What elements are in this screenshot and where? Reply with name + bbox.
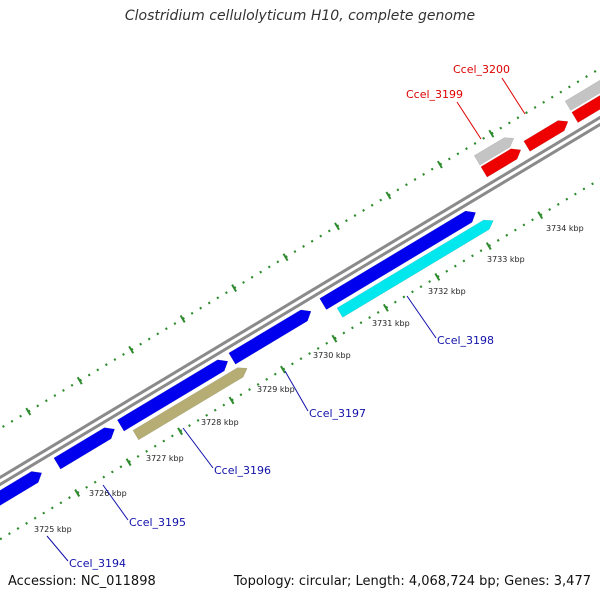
gene-arrow-ccel-3201-grey xyxy=(564,79,600,111)
major-tick-inner xyxy=(280,365,286,374)
gene-label-leader xyxy=(182,427,214,469)
gene-arrow-ccel-3196-blue xyxy=(116,359,229,432)
gene-arrow-ccel-3201 xyxy=(571,95,600,123)
backbone-line-inner xyxy=(0,122,600,487)
gene-label-leader xyxy=(284,370,309,412)
gene-label: Ccel_3198 xyxy=(437,334,494,347)
major-tick-outer xyxy=(436,160,443,169)
major-tick-outer xyxy=(25,407,32,416)
major-tick-outer xyxy=(488,129,495,138)
major-tick-outer xyxy=(385,191,392,200)
gene-arrow-ccel-3194 xyxy=(0,471,43,506)
scale-label: 3730 kbp xyxy=(313,351,351,360)
scale-label: 3734 kbp xyxy=(546,224,584,233)
gene-arrow-ccel-3195 xyxy=(53,427,115,470)
major-tick-inner xyxy=(74,489,81,497)
major-tick-outer xyxy=(282,253,289,262)
gene-label: Ccel_3194 xyxy=(69,557,126,570)
major-tick-inner xyxy=(485,242,492,250)
backbone-line-outer xyxy=(0,115,600,480)
major-tick-outer xyxy=(231,284,238,293)
scale-label: 3727 kbp xyxy=(146,454,184,463)
topology-stats: Topology: circular; Length: 4,068,724 bp… xyxy=(233,574,591,589)
accession-text: Accession: NC_011898 xyxy=(8,574,156,589)
major-tick-outer xyxy=(334,222,340,231)
major-tick-outer xyxy=(179,314,186,323)
scale-label: 3731 kbp xyxy=(372,319,410,328)
gene-label: Ccel_3199 xyxy=(406,88,463,101)
gene-label: Ccel_3200 xyxy=(453,63,510,76)
major-tick-outer xyxy=(76,376,83,385)
scale-label: 3732 kbp xyxy=(428,287,466,296)
gene-arrow-ccel-3200 xyxy=(523,120,569,152)
tick-row-outer xyxy=(0,67,600,430)
gene-arrow-ccel-3199-grey xyxy=(473,137,515,166)
major-tick-inner xyxy=(125,458,132,467)
gene-label-leader xyxy=(46,535,69,562)
tick-row-inner xyxy=(0,178,600,541)
gene-arrow-ccel-3197 xyxy=(228,309,312,365)
scale-label: 3726 kbp xyxy=(89,489,127,498)
gene-label-leader xyxy=(406,295,437,339)
gene-label: Ccel_3196 xyxy=(214,464,271,477)
major-tick-inner xyxy=(434,272,441,281)
major-tick-outer xyxy=(128,345,135,354)
scale-label: 3728 kbp xyxy=(201,418,239,427)
gene-label-leader xyxy=(501,77,526,115)
gene-label: Ccel_3197 xyxy=(309,407,366,420)
scale-label: 3729 kbp xyxy=(257,385,295,394)
gene-label: Ccel_3195 xyxy=(129,516,186,529)
major-tick-inner xyxy=(331,334,338,343)
gene-arrow-ccel-3198-blue xyxy=(319,210,476,311)
gene-arrow-ccel-3198 xyxy=(336,219,494,318)
scale-label: 3733 kbp xyxy=(487,255,525,264)
scale-label: 3725 kbp xyxy=(34,525,72,534)
gene-label-leader xyxy=(456,101,482,140)
gene-arrow-ccel-3196 xyxy=(132,367,248,441)
gene-arrow-ccel-3199 xyxy=(480,148,522,178)
major-tick-inner xyxy=(177,427,183,436)
major-tick-inner xyxy=(537,211,544,220)
gene-label-leader xyxy=(102,484,129,521)
major-tick-inner xyxy=(228,396,235,405)
map-title: Clostridium cellulolyticum H10, complete… xyxy=(124,8,476,24)
major-tick-inner xyxy=(382,303,389,312)
